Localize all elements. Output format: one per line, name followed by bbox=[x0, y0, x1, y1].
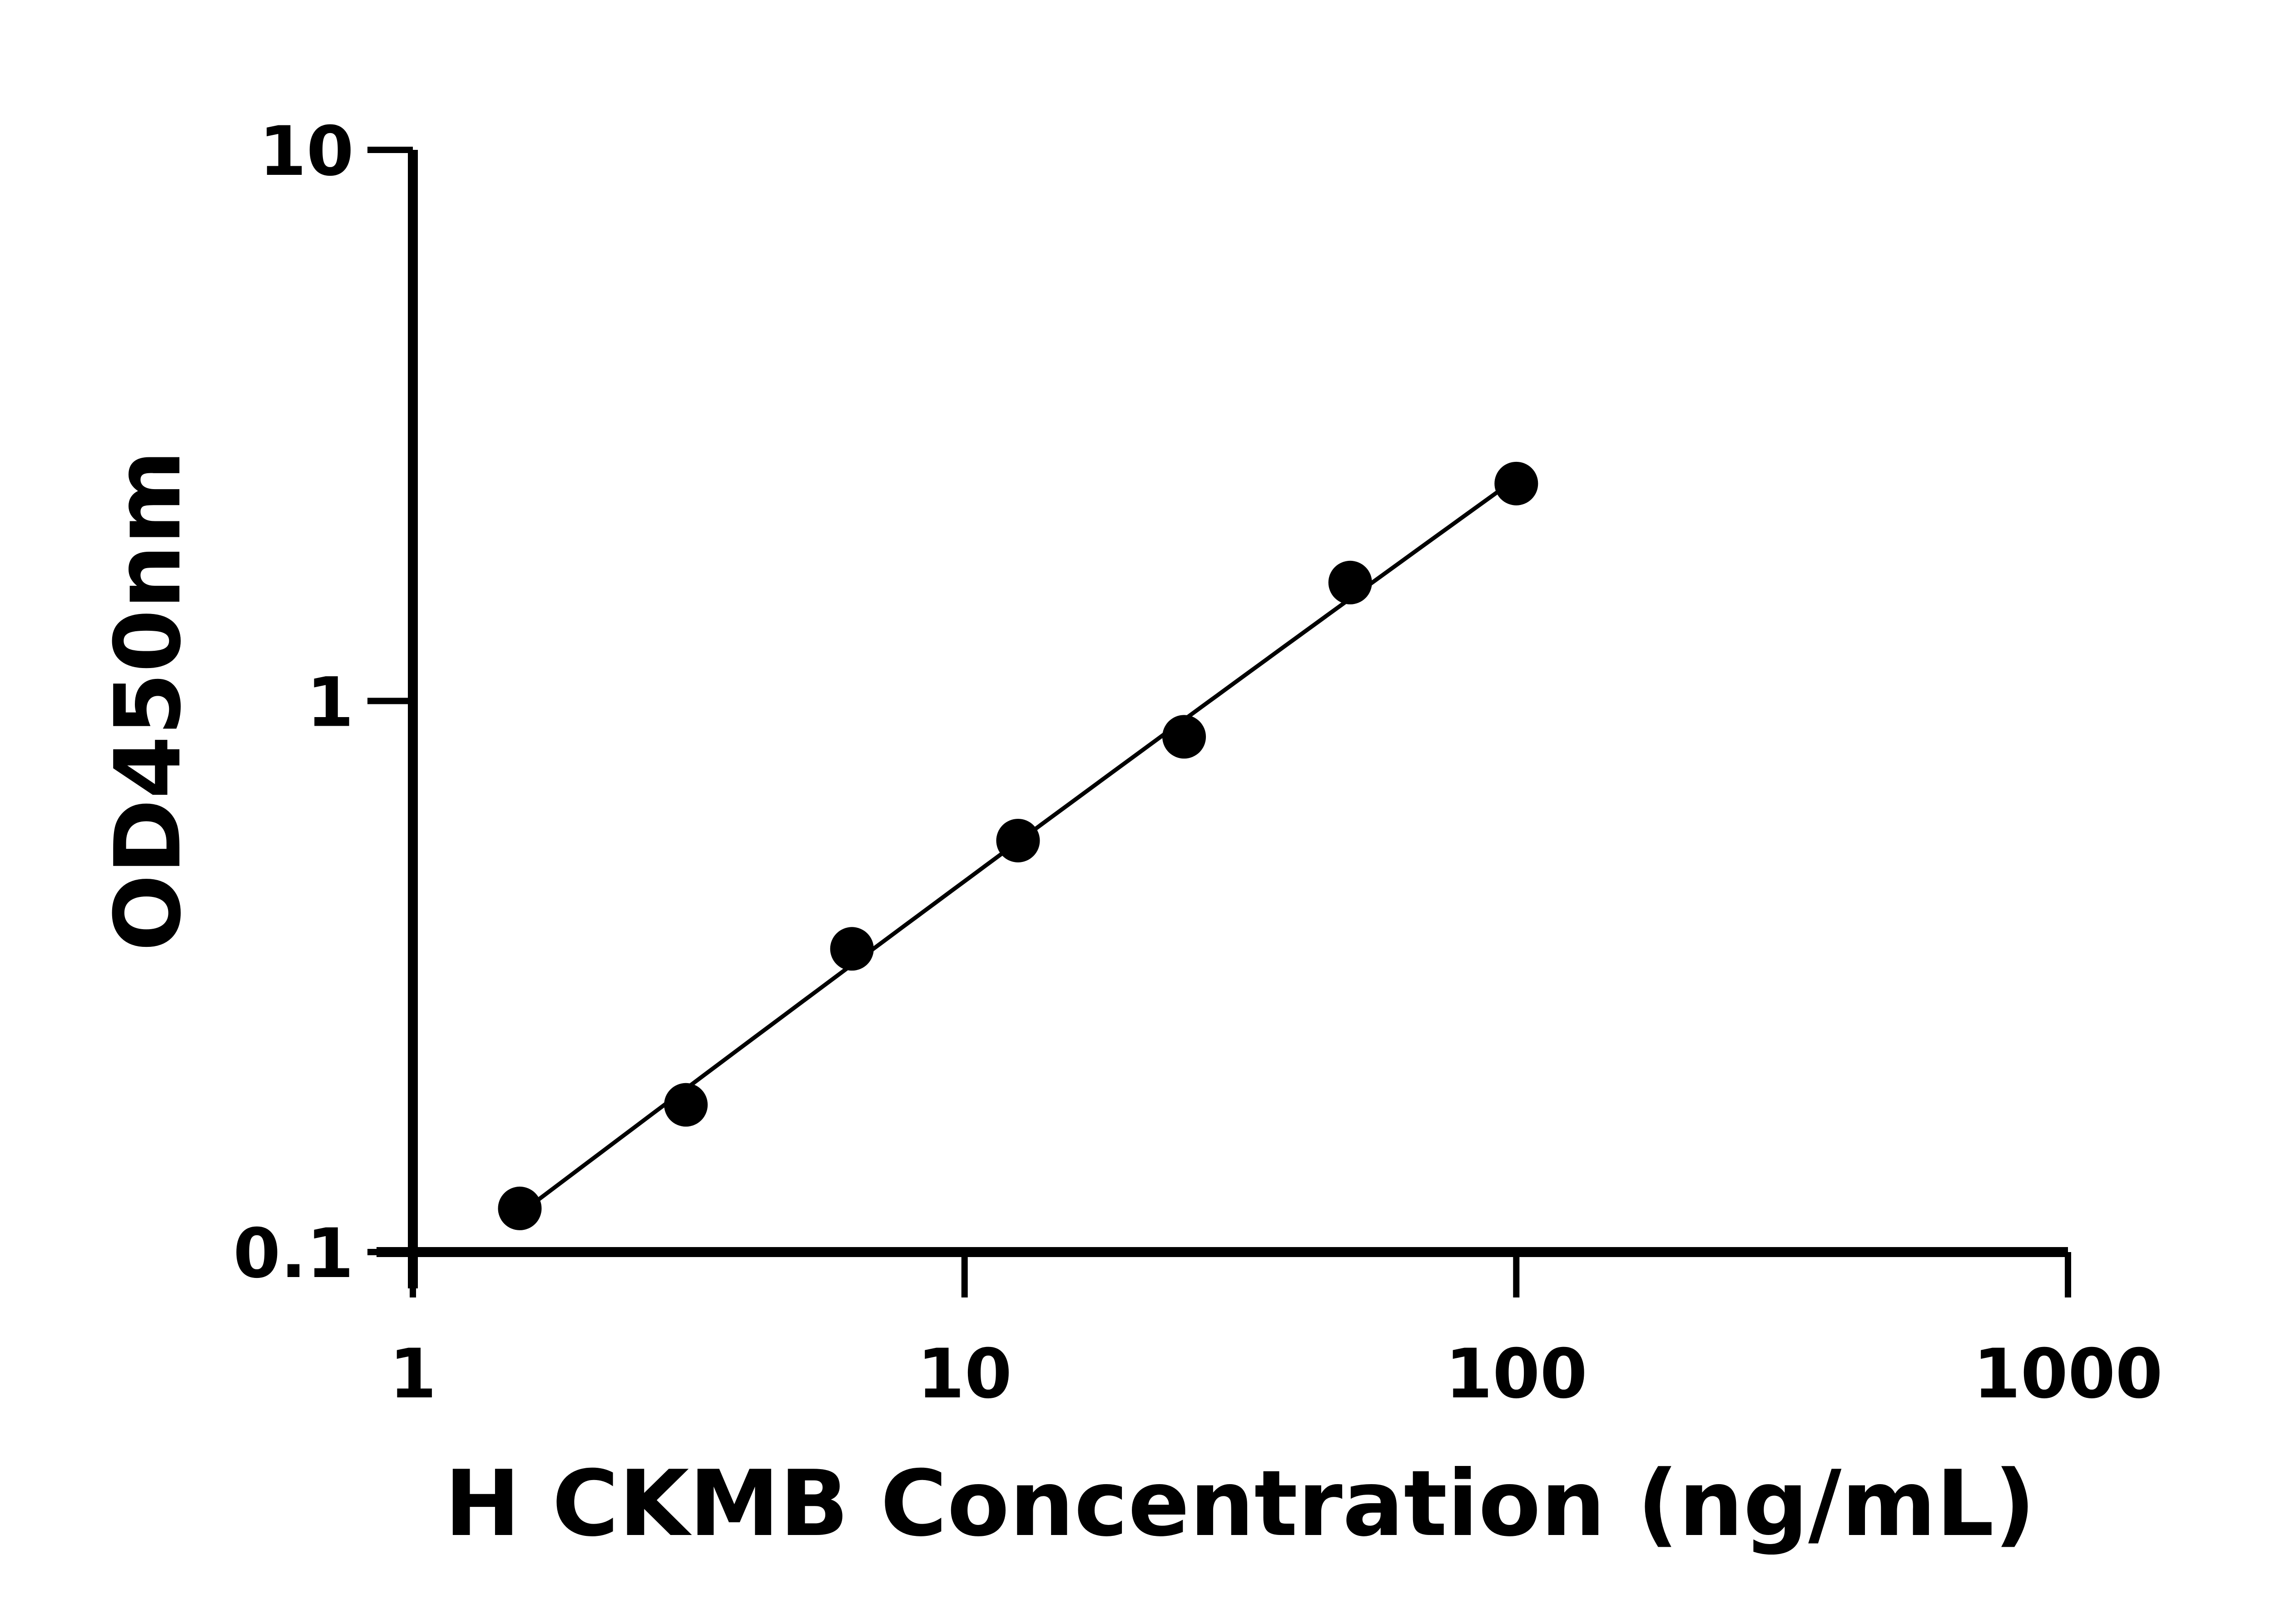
y-tick-label: 10 bbox=[259, 112, 354, 191]
data-point bbox=[1494, 461, 1538, 505]
data-point bbox=[1162, 715, 1206, 759]
x-tick-label: 100 bbox=[1445, 1335, 1587, 1414]
y-tick-label: 1 bbox=[307, 663, 354, 743]
tick-labels: 0.1 1 10 1 10 100 1000 bbox=[233, 112, 2162, 1414]
data-point bbox=[664, 1083, 708, 1127]
y-axis-label: OD450nm bbox=[95, 450, 201, 951]
data-point bbox=[830, 927, 874, 971]
x-tick-label: 10 bbox=[917, 1335, 1012, 1414]
x-tick-label: 1000 bbox=[1973, 1335, 2162, 1414]
data-point bbox=[498, 1186, 542, 1230]
axes bbox=[367, 147, 2071, 1297]
x-tick-label: 1 bbox=[389, 1335, 436, 1414]
x-axis-label: H CKMB Concentration (ng/mL) bbox=[444, 1451, 2035, 1557]
data-point bbox=[996, 818, 1040, 862]
y-tick-label: 0.1 bbox=[233, 1214, 354, 1293]
data-points bbox=[498, 461, 1538, 1230]
data-point bbox=[1328, 560, 1372, 604]
